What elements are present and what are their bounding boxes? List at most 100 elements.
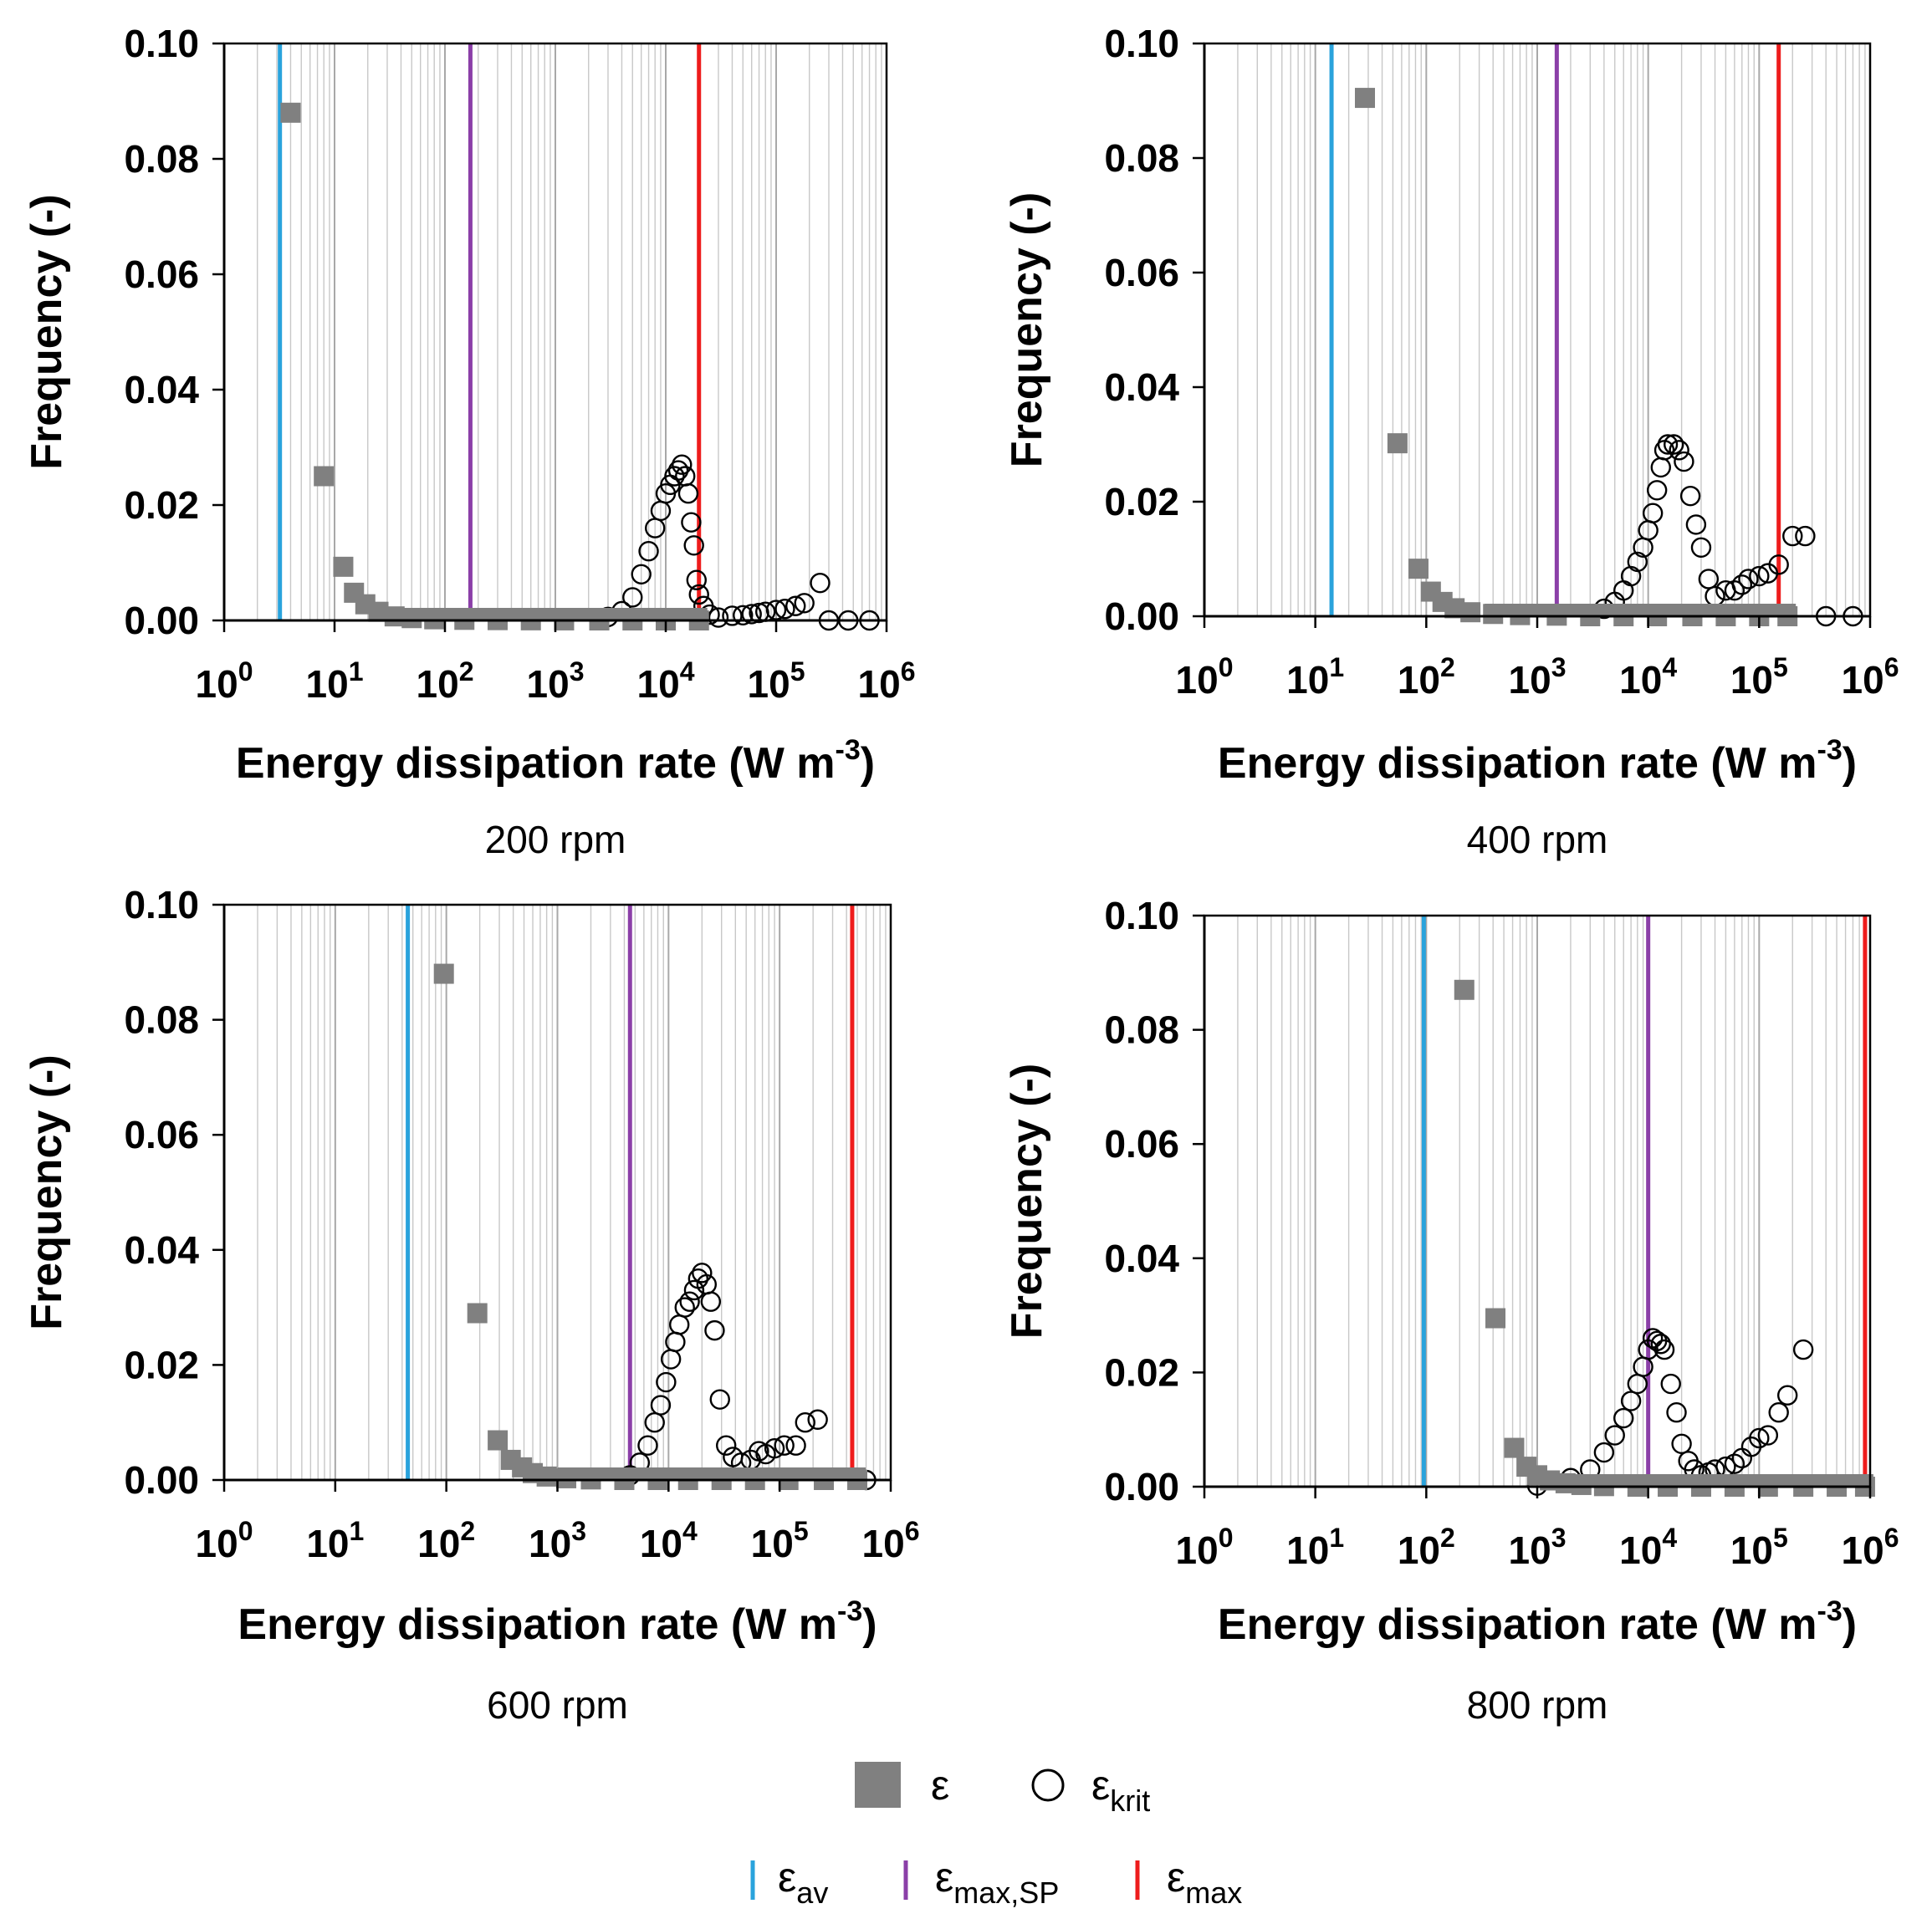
eps-krit-point (1749, 565, 1770, 587)
y-tick-label: 0.06 (124, 253, 199, 296)
eps-krit-point (716, 1435, 737, 1456)
epsilon-point (1571, 1474, 1592, 1495)
eps-krit-point (637, 1435, 658, 1456)
x-tick-label: 103 (527, 656, 585, 706)
x-tick-label: 100 (1176, 1523, 1234, 1572)
epsilon-point (1485, 1308, 1506, 1329)
epsilon-point (1504, 1437, 1525, 1458)
eps-krit-point (764, 1437, 785, 1459)
eps-krit-point (1653, 1339, 1675, 1360)
epsilon-point (536, 1466, 557, 1487)
eps-krit-point (1795, 525, 1816, 547)
x-tick-label: 100 (196, 656, 253, 706)
eps-krit-point (1669, 440, 1689, 461)
eps-krit-point (638, 541, 659, 562)
x-tick-label: 106 (1842, 652, 1899, 702)
x-axis-title: Energy dissipation rate (W m-3) (236, 734, 875, 788)
epsilon-point (433, 963, 454, 984)
x-tick-label: 106 (1842, 1523, 1899, 1572)
x-tick-label: 104 (1619, 1523, 1677, 1572)
y-tick-label: 0.04 (1104, 1237, 1179, 1280)
eps-krit-point (660, 1349, 682, 1370)
y-tick-label: 0.08 (124, 137, 199, 181)
legend-eps-max-sp-label: εmax,SP (935, 1854, 1059, 1910)
eps-krit-point (1685, 514, 1707, 535)
eps-krit-point (692, 1263, 713, 1284)
epsilon-point (488, 1430, 509, 1451)
y-tick-label: 0.06 (124, 1113, 199, 1156)
eps-krit-point (1627, 551, 1648, 573)
eps-krit-point (1731, 574, 1752, 595)
eps-krit-point (1666, 1402, 1687, 1423)
eps-krit-point (794, 593, 815, 614)
y-tick-label: 0.08 (124, 998, 199, 1042)
eps-krit-point (686, 569, 707, 590)
eps-krit-point (807, 1409, 828, 1430)
x-tick-label: 103 (1509, 1523, 1567, 1572)
eps-krit-point (1768, 554, 1789, 575)
x-tick-label: 105 (751, 1516, 809, 1565)
x-tick-label: 105 (748, 656, 805, 706)
y-tick-label: 0.00 (124, 599, 199, 642)
panel-caption: 200 rpm (485, 818, 626, 861)
x-tick-label: 101 (306, 656, 364, 706)
x-axis-title: Energy dissipation rate (W m-3) (1218, 1595, 1857, 1649)
eps-krit-point (1757, 1425, 1779, 1446)
eps-krit-point (688, 584, 709, 605)
legend-eps-av-label: εav (778, 1854, 828, 1910)
y-axis-title: Frequency (-) (23, 194, 71, 469)
legend-eps-krit-marker (1031, 1768, 1065, 1802)
legend-epsilon-marker (855, 1762, 901, 1808)
x-tick-label: 100 (1176, 652, 1234, 702)
eps-krit-point (1674, 451, 1694, 472)
epsilon-point (314, 466, 335, 487)
eps-krit-point (795, 1411, 815, 1433)
panel-caption: 400 rpm (1467, 818, 1608, 861)
legend-eps-krit-label: εkrit (1091, 1762, 1150, 1818)
eps-krit-point (631, 564, 652, 584)
legend-eps-max-label: εmax (1167, 1854, 1242, 1910)
epsilon-point (1483, 604, 1504, 625)
eps-krit-point (683, 535, 704, 556)
x-tick-label: 106 (862, 1516, 920, 1565)
legend-epsilon-label: ε (931, 1762, 949, 1809)
y-axis-title: Frequency (-) (1003, 192, 1051, 467)
x-tick-label: 103 (1509, 652, 1567, 702)
eps-krit-point (1642, 503, 1664, 523)
eps-krit-point (672, 454, 693, 475)
eps-krit-point (1724, 1453, 1745, 1474)
eps-krit-point (1646, 480, 1668, 501)
epsilon-point (467, 1303, 488, 1324)
gridlines (1237, 916, 1866, 1487)
x-tick-label: 104 (637, 656, 695, 706)
x-tick-label: 104 (640, 1516, 698, 1565)
epsilon-point (1354, 88, 1375, 109)
y-axis-title: Frequency (-) (1003, 1064, 1051, 1339)
eps-krit-point (709, 1389, 730, 1410)
chart-panel-3: 100 101 102 103 104 105 106 0.00 0.02 0.04 0.06 0.0… (23, 883, 919, 1727)
y-tick-label: 0.04 (124, 368, 199, 411)
chart-panel-1: 100 101 102 103 104 105 106 0.00 0.02 0.04 0.06 0.0… (23, 22, 915, 861)
eps-krit-point (810, 572, 831, 594)
x-tick-label: 104 (1619, 652, 1677, 702)
eps-krit-point (708, 607, 729, 628)
eps-krit-point (679, 1291, 700, 1312)
eps-krit-point (1724, 579, 1745, 601)
eps-krit-point (704, 1319, 725, 1341)
x-axis-title: Energy dissipation rate (W m-3) (1218, 734, 1857, 788)
eps-krit-point (1738, 569, 1759, 589)
x-tick-label: 101 (306, 1516, 364, 1565)
eps-krit-point (1613, 1407, 1634, 1429)
epsilon-point (1454, 979, 1475, 1000)
x-tick-label: 102 (417, 1516, 475, 1565)
y-tick-label: 0.00 (1104, 595, 1179, 638)
panel-caption: 600 rpm (487, 1683, 628, 1727)
x-tick-label: 106 (858, 656, 916, 706)
y-tick-label: 0.00 (124, 1458, 199, 1502)
eps-krit-point (681, 512, 702, 533)
eps-krit-point (1593, 1442, 1615, 1463)
y-tick-label: 0.02 (124, 1343, 199, 1386)
epsilon-point (1408, 559, 1429, 579)
y-tick-label: 0.08 (1104, 136, 1179, 180)
